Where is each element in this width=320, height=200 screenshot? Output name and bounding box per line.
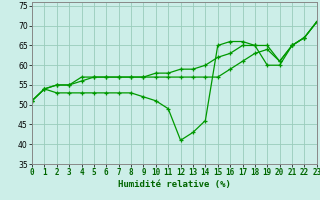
- X-axis label: Humidité relative (%): Humidité relative (%): [118, 180, 231, 189]
